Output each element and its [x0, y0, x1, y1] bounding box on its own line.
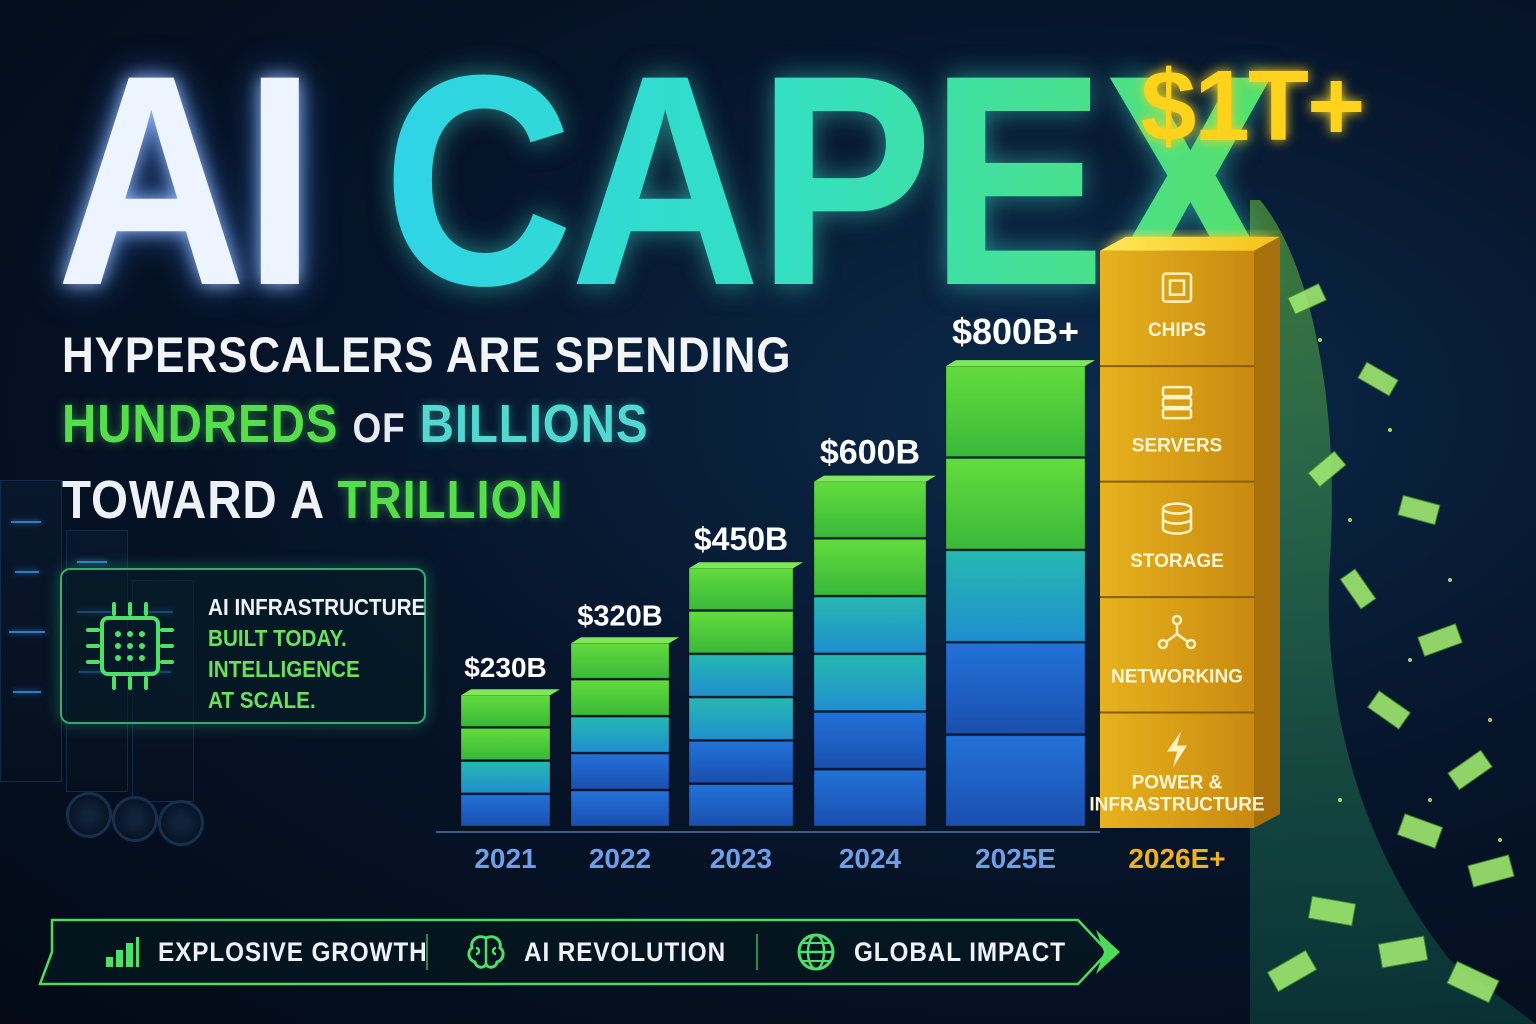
headline: HYPERSCALERS ARE SPENDING HUNDREDS OF BI…	[62, 322, 791, 536]
bar-segment	[813, 596, 927, 654]
bar-segment	[460, 727, 551, 761]
segment-label: SERVERS	[1132, 436, 1222, 457]
server-icon	[1161, 385, 1193, 420]
bar-segment	[688, 697, 794, 740]
bar-2026E+: CHIPS SERVERS STORAGE NETWORKING POWER & INFR…	[1089, 236, 1280, 828]
bar-segment	[570, 790, 670, 827]
globe-icon	[797, 933, 835, 971]
bar-segment	[460, 694, 551, 727]
bar-front-face	[1100, 250, 1254, 828]
info-line-3: INTELLIGENCE	[208, 656, 360, 682]
banner-frame	[38, 918, 1120, 986]
data-label-2021: $230B	[464, 652, 547, 683]
bar-segment	[460, 761, 551, 794]
headline-hundreds: HUNDREDS	[62, 394, 339, 454]
bar-segment	[945, 642, 1086, 735]
feature-global-impact: GLOBAL IMPACT	[796, 932, 1090, 972]
feature-ai-revolution: AI REVOLUTION	[466, 932, 749, 972]
bar-segment	[945, 365, 1086, 458]
banner-divider-1	[426, 934, 428, 970]
feature-banner: EXPLOSIVE GROWTH AI REVOLUTION GLOBAL IM…	[38, 918, 1120, 986]
info-text: AI INFRASTRUCTURE BUILT TODAY. INTELLIGE…	[208, 592, 425, 716]
headline-of: OF	[352, 404, 406, 451]
feature-label-1: EXPLOSIVE GROWTH	[158, 936, 428, 967]
info-line-1: AI INFRASTRUCTURE	[208, 594, 426, 620]
bar-2023	[688, 562, 803, 827]
bar-segment	[688, 567, 794, 611]
headline-line-3: TOWARD A TRILLION	[62, 464, 791, 536]
brain-icon	[467, 935, 505, 969]
bar-segment	[688, 784, 794, 827]
segment-label: CHIPS	[1148, 320, 1206, 341]
info-box: AI INFRASTRUCTURE BUILT TODAY. INTELLIGE…	[60, 568, 426, 724]
bar-segment	[945, 550, 1086, 642]
bar-segment	[570, 753, 670, 790]
chip-icon	[1161, 272, 1193, 303]
lightning-icon	[1167, 731, 1187, 768]
bar-2024	[813, 475, 936, 827]
feature-label-3: GLOBAL IMPACT	[854, 936, 1066, 967]
info-line-2: BUILT TODAY.	[208, 625, 347, 651]
money-cascade-decoration	[1250, 200, 1536, 1024]
x-tick-label-2022: 2022	[589, 843, 651, 874]
bar-segment	[945, 735, 1086, 827]
headline-billions: BILLIONS	[419, 394, 649, 454]
labels-layer: $230B 2021 $320B 2022 $450B 2023 $600B 2024 $800…	[464, 50, 1365, 874]
bar-segment	[813, 654, 927, 712]
headline-line-2: HUNDREDS OF BILLIONS	[62, 388, 791, 464]
bar-top-face	[946, 360, 1095, 367]
bar-side-face	[1254, 236, 1280, 828]
chip-icon	[86, 602, 174, 690]
bar-top-face	[814, 475, 936, 482]
bar-segment	[688, 654, 794, 697]
bar-top-face	[689, 562, 803, 569]
bar-segment	[570, 679, 670, 716]
feature-label-2: AI REVOLUTION	[524, 936, 727, 967]
bar-segment	[945, 458, 1086, 550]
bar-2022	[570, 637, 679, 827]
bar-2025E	[945, 360, 1095, 827]
x-tick-label-2025E: 2025E	[975, 843, 1056, 874]
data-label-2025E: $800B+	[952, 311, 1079, 352]
info-line-4: AT SCALE.	[208, 687, 316, 713]
bar-segment	[813, 538, 927, 596]
bar-segment	[570, 716, 670, 753]
segment-label: POWER & INFRASTRUCTURE	[1089, 773, 1264, 816]
bar-segment	[688, 611, 794, 654]
data-label-2022: $320B	[577, 600, 662, 632]
bar-segment	[813, 769, 927, 827]
bar-chart-icon	[106, 937, 139, 967]
data-label-2024: $600B	[820, 434, 920, 472]
headline-toward-a: TOWARD A	[62, 470, 324, 530]
bar-segment	[570, 642, 670, 679]
bar-segment	[460, 794, 551, 827]
x-tick-label-2021: 2021	[474, 843, 536, 874]
bar-segment	[813, 481, 927, 538]
title-word-ai: AI	[56, 12, 316, 348]
database-icon	[1161, 502, 1193, 535]
bar-top-face	[461, 689, 560, 696]
banner-arrow-icon	[1096, 930, 1120, 974]
x-tick-label-2026E+: 2026E+	[1128, 843, 1225, 874]
bar-top-face	[571, 637, 679, 644]
x-tick-label-2024: 2024	[839, 843, 902, 874]
bars-layer: CHIPS SERVERS STORAGE NETWORKING POWER & INFR…	[460, 236, 1280, 828]
network-icon	[1157, 614, 1197, 650]
bar-2021	[460, 689, 560, 827]
bar-segment	[813, 712, 927, 769]
feature-explosive-growth: EXPLOSIVE GROWTH	[104, 932, 458, 972]
bar-top-face	[1100, 236, 1280, 251]
bar-segment	[688, 740, 794, 784]
segment-label: STORAGE	[1130, 551, 1224, 572]
headline-trillion: TRILLION	[337, 470, 564, 530]
segment-label: NETWORKING	[1111, 667, 1243, 688]
banner-divider-2	[756, 934, 758, 970]
headline-line-1: HYPERSCALERS ARE SPENDING	[62, 327, 792, 383]
x-tick-label-2023: 2023	[710, 843, 772, 874]
data-label-2023: $450B	[694, 521, 788, 557]
data-label-2026E+: $1T+	[1141, 50, 1364, 162]
